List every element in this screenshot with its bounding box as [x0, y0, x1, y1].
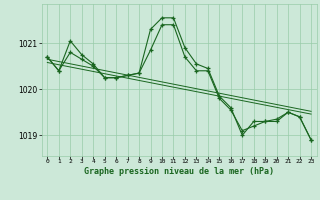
- X-axis label: Graphe pression niveau de la mer (hPa): Graphe pression niveau de la mer (hPa): [84, 167, 274, 176]
